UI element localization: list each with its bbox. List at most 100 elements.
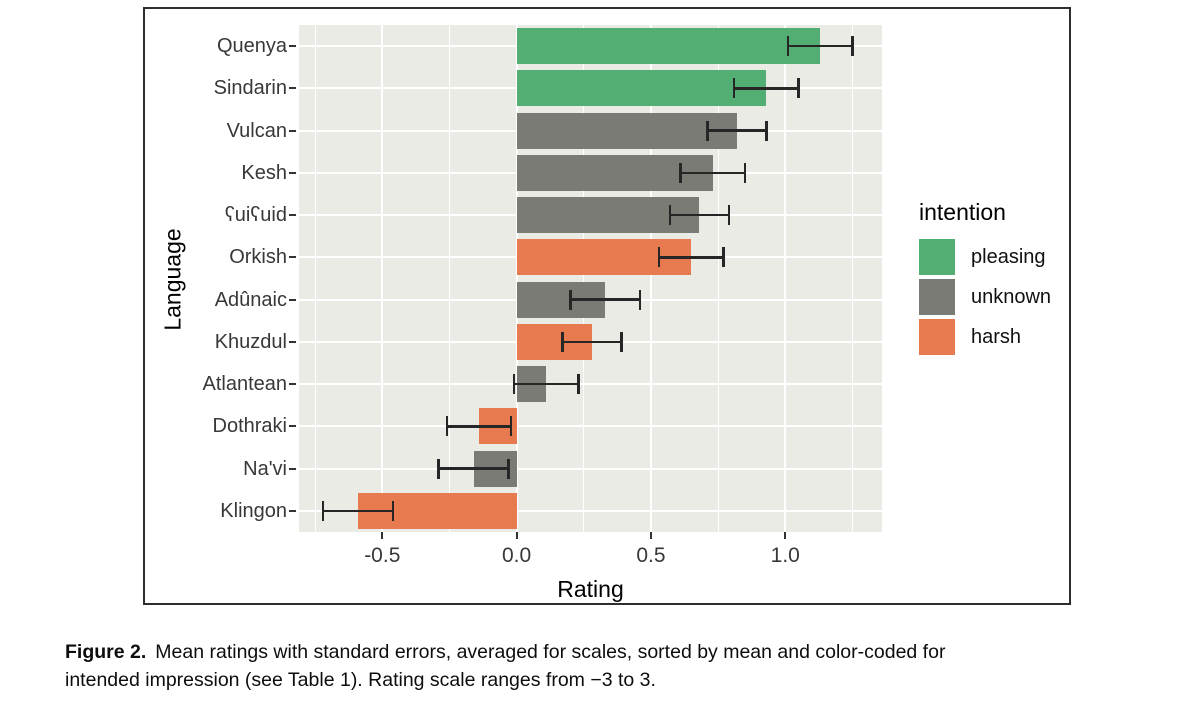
legend-swatch-harsh (919, 319, 955, 355)
ytick-label-dothraki: Dothraki (212, 415, 287, 438)
xtick-label-0.5: 0.5 (636, 544, 666, 567)
xtick-mark-0.5 (649, 532, 652, 539)
gridline-y-dothraki (299, 425, 882, 428)
errorbar-cap-low-orkish (657, 247, 661, 268)
errorbar-cap-low-ui-uid (668, 205, 671, 226)
ytick-mark-ad-naic (289, 298, 296, 301)
xtick-mark-1.0 (784, 532, 787, 539)
gridline-x-minor (851, 25, 853, 532)
ytick-mark-na-vi (289, 467, 296, 470)
errorbar-ui-uid (669, 213, 729, 217)
gridline-x-minor (448, 25, 450, 532)
errorbar-na-vi (438, 467, 509, 470)
errorbar-cap-high-na-vi (507, 458, 510, 479)
errorbar-cap-high-dothraki (509, 416, 513, 437)
ytick-mark-klingon (289, 509, 296, 512)
errorbar-quenya (787, 44, 853, 48)
errorbar-cap-low-na-vi (437, 458, 440, 479)
ytick-label-ui-uid: ʕuiʕuid (224, 204, 287, 227)
errorbar-cap-high-ui-uid (727, 205, 731, 226)
errorbar-cap-low-klingon (321, 500, 325, 521)
legend-swatch-pleasing (919, 239, 955, 275)
gridline-x-major (381, 25, 384, 532)
errorbar-cap-high-kesh (743, 162, 747, 183)
errorbar-cap-high-quenya (851, 36, 854, 57)
errorbar-cap-low-khuzdul (561, 331, 564, 352)
errorbar-cap-high-ad-naic (638, 289, 642, 310)
xtick-label--0.5: -0.5 (364, 544, 401, 567)
ytick-mark-khuzdul (289, 340, 296, 343)
bar-vulcan (516, 112, 737, 149)
ytick-mark-atlantean (289, 383, 296, 386)
legend-title: intention (919, 199, 1006, 225)
errorbar-dothraki (446, 425, 512, 428)
errorbar-cap-low-ad-naic (569, 289, 572, 310)
ytick-label-orkish: Orkish (229, 246, 287, 269)
caption-text-line1: Mean ratings with standard errors, avera… (155, 641, 946, 663)
errorbar-cap-high-khuzdul (620, 331, 623, 352)
errorbar-cap-high-sindarin (797, 78, 800, 99)
ytick-mark-dothraki (289, 425, 296, 428)
ytick-label-na-vi: Na'vi (243, 457, 287, 480)
errorbar-cap-high-vulcan (765, 120, 768, 141)
xtick-mark--0.5 (381, 532, 384, 539)
gridline-x-major (515, 25, 518, 532)
errorbar-kesh (680, 171, 745, 175)
ytick-label-ad-naic: Adûnaic (214, 288, 287, 311)
errorbar-cap-low-dothraki (445, 416, 448, 437)
gridline-x-minor (583, 25, 585, 532)
ytick-label-vulcan: Vulcan (226, 119, 287, 142)
ytick-label-atlantean: Atlantean (202, 373, 287, 396)
x-axis-title: Rating (557, 576, 624, 602)
errorbar-khuzdul (562, 340, 622, 344)
gridline-x-major (649, 25, 652, 532)
gridline-x-minor (314, 25, 316, 532)
xtick-label-1.0: 1.0 (770, 544, 800, 567)
gridline-y-klingon (299, 509, 882, 512)
gridline-x-minor (717, 25, 719, 532)
bar-quenya (516, 28, 821, 65)
errorbar-klingon (323, 509, 394, 513)
errorbar-cap-low-sindarin (732, 78, 736, 99)
ytick-mark-sindarin (289, 87, 296, 90)
ytick-label-sindarin: Sindarin (213, 77, 287, 100)
bar-sindarin (516, 70, 767, 107)
errorbar-cap-low-atlantean (512, 374, 516, 395)
errorbar-vulcan (707, 129, 767, 132)
ytick-mark-vulcan (289, 129, 296, 132)
errorbar-cap-low-quenya (786, 36, 790, 57)
errorbar-cap-high-klingon (391, 500, 395, 521)
errorbar-ad-naic (570, 298, 641, 301)
errorbar-orkish (659, 256, 724, 259)
xtick-mark-0.0 (515, 532, 518, 539)
ytick-label-kesh: Kesh (241, 161, 287, 184)
ytick-label-quenya: Quenya (216, 35, 287, 58)
errorbar-cap-low-kesh (679, 162, 682, 183)
ytick-mark-ui-uid (289, 214, 296, 217)
legend-label-unknown: unknown (971, 286, 1052, 308)
errorbar-atlantean (513, 382, 579, 386)
ytick-label-klingon: Klingon (220, 499, 287, 522)
gridline-x-major (784, 25, 787, 532)
ytick-mark-kesh (289, 171, 296, 174)
xtick-label-0.0: 0.0 (502, 544, 532, 567)
caption-label: Figure 2. (65, 641, 147, 663)
errorbar-cap-high-orkish (722, 247, 725, 268)
figure-panel: Quenya Sindarin Vulcan Kesh ʕuiʕuid Orkish Adû… (143, 7, 1071, 605)
gridline-y-na-vi (299, 467, 882, 470)
caption-line-2: intended impression (see Table 1). Ratin… (65, 669, 656, 692)
y-axis-title: Language (159, 227, 186, 331)
gridline-y-atlantean (299, 383, 882, 386)
ytick-label-khuzdul: Khuzdul (214, 330, 287, 353)
legend-label-pleasing: pleasing (971, 246, 1046, 268)
errorbar-sindarin (734, 87, 799, 90)
legend-label-harsh: harsh (971, 326, 1022, 348)
errorbar-cap-low-vulcan (706, 120, 709, 141)
figure-caption: Figure 2. Mean ratings with standard erro… (65, 638, 1155, 695)
errorbar-cap-high-atlantean (577, 374, 580, 395)
ytick-mark-quenya (289, 45, 296, 48)
ytick-mark-orkish (289, 256, 296, 259)
caption-line-1: Figure 2. Mean ratings with standard erro… (65, 638, 1155, 666)
legend-swatch-unknown (919, 279, 955, 315)
